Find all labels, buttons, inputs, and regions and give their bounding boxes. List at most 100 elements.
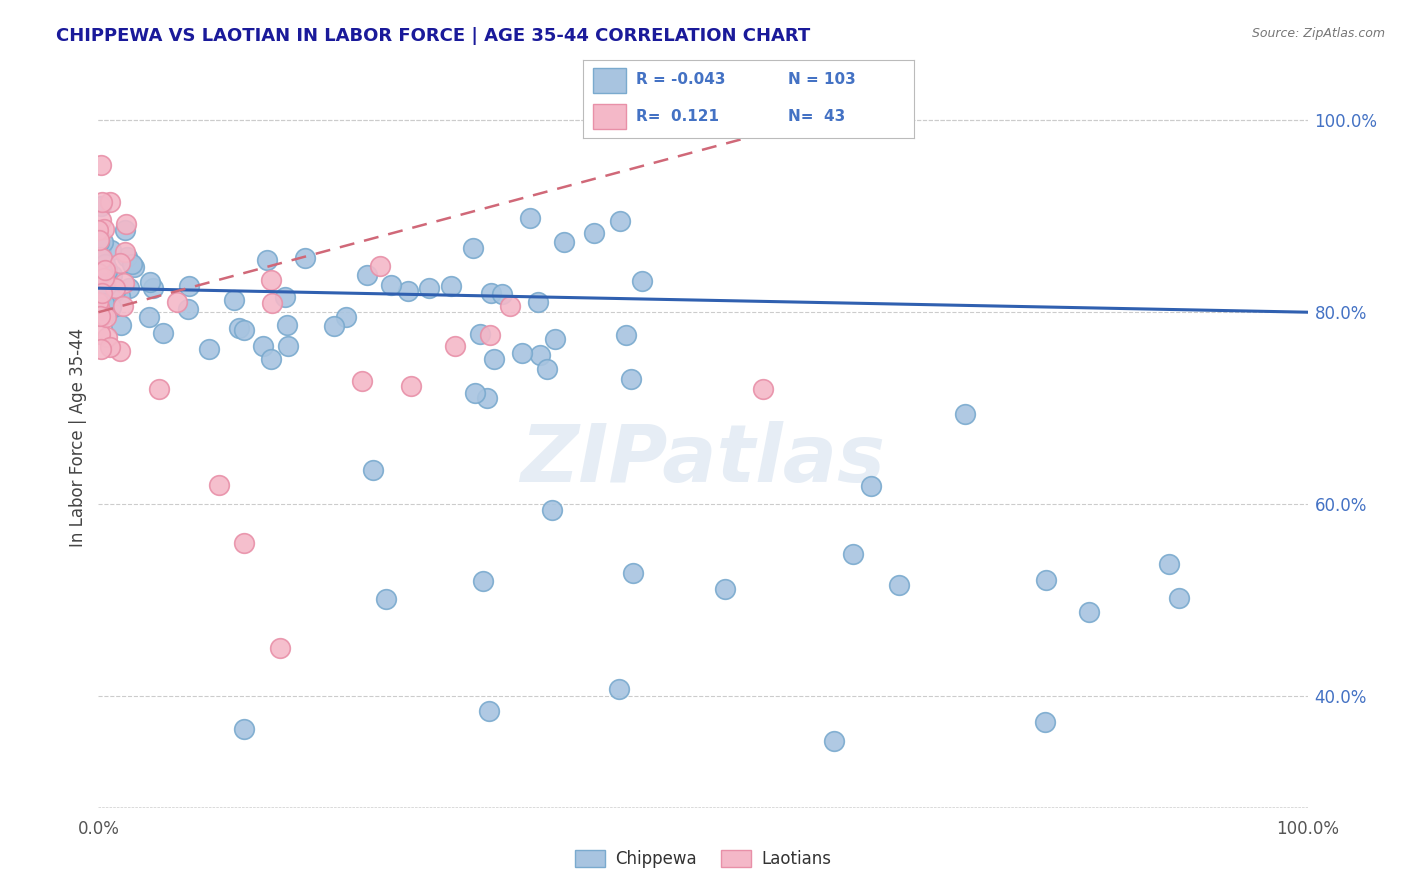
Point [252,339,274,353]
Point [232,323,254,337]
Point [609,214,631,228]
Point [553,235,575,249]
Point [269,641,291,656]
Point [176,301,198,316]
Point [510,346,533,360]
Point [94,262,117,277]
Point [607,682,630,697]
Point [463,241,485,255]
Point [1077,605,1099,619]
Point [472,574,495,588]
Point [87,295,110,310]
Point [887,578,910,592]
Point [89,274,111,288]
Point [108,256,131,270]
Text: R=  0.121: R= 0.121 [637,109,720,124]
Point [399,378,422,392]
Point [152,326,174,341]
Point [87,269,110,284]
Point [166,295,188,310]
Point [260,273,283,287]
Point [87,262,110,277]
Point [90,291,112,305]
Point [104,284,127,298]
Point [96,262,118,277]
Point [380,278,402,293]
Point [108,289,131,303]
Point [544,332,567,346]
Text: ZIPatlas: ZIPatlas [520,420,886,499]
Point [96,330,118,344]
Point [110,318,132,333]
Point [117,281,139,295]
Point [621,566,644,581]
Point [177,278,200,293]
Point [114,217,136,231]
Point [93,271,115,285]
Point [122,260,145,275]
Point [94,310,117,324]
Point [89,270,111,285]
Point [356,268,378,282]
Point [114,276,136,290]
Text: N = 103: N = 103 [789,72,856,87]
Point [89,252,111,267]
Point [350,375,373,389]
Point [108,343,131,358]
Point [91,285,114,300]
Point [142,281,165,295]
Point [1157,557,1180,571]
Point [228,321,250,335]
Point [94,268,117,283]
Point [90,158,112,172]
Point [479,285,502,300]
Point [100,243,122,257]
Text: CHIPPEWA VS LAOTIAN IN LABOR FORCE | AGE 35-44 CORRELATION CHART: CHIPPEWA VS LAOTIAN IN LABOR FORCE | AGE… [56,27,810,45]
Point [491,286,513,301]
Bar [593,103,627,128]
Point [87,245,110,260]
Point [859,479,882,493]
Point [620,371,643,385]
Point [370,260,392,274]
Text: Source: ZipAtlas.com: Source: ZipAtlas.com [1251,27,1385,40]
Point [232,535,254,549]
Point [499,299,522,313]
Point [262,296,284,310]
Bar [593,68,627,93]
Point [87,264,110,278]
Point [89,263,111,277]
Point [87,302,110,317]
Point [752,382,775,396]
Point [197,342,219,356]
Point [714,582,737,596]
Point [614,328,637,343]
Point [93,221,115,235]
Point [89,280,111,294]
Point [89,251,111,265]
Point [583,227,606,241]
Point [631,274,654,288]
Point [114,244,136,259]
Point [89,343,111,357]
Point [96,279,118,293]
Point [478,704,501,718]
Point [89,280,111,294]
Point [90,277,112,291]
Point [98,194,121,209]
Point [89,289,111,303]
Point [418,281,440,295]
Text: R = -0.043: R = -0.043 [637,72,725,87]
Point [101,287,124,301]
Point [536,362,558,376]
Point [101,268,124,282]
Point [91,235,114,249]
Point [94,257,117,271]
Point [842,547,865,561]
Point [100,340,122,354]
Point [361,463,384,477]
Point [89,235,111,249]
Point [526,295,548,310]
Point [335,310,357,324]
Point [277,339,299,353]
